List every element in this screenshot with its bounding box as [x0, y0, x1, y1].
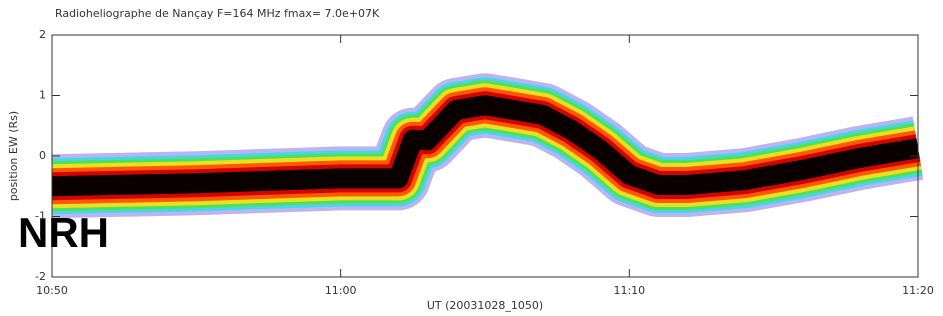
y-tick-label: -1	[35, 210, 46, 223]
y-tick-label: -2	[35, 270, 46, 283]
x-axis-label: UT (20031028_1050)	[427, 299, 543, 312]
chart: Radioheliographe de Nançay F=164 MHz fma…	[0, 0, 943, 316]
chart-title: Radioheliographe de Nançay F=164 MHz fma…	[55, 7, 380, 20]
x-tick-label: 11:00	[325, 284, 357, 297]
y-tick-label: 0	[39, 149, 46, 162]
y-axis-label: position EW (Rs)	[7, 111, 20, 201]
plot-area	[52, 105, 918, 186]
y-tick-label: 2	[39, 28, 46, 41]
x-tick-label: 10:50	[36, 284, 68, 297]
y-tick-label: 1	[39, 89, 46, 102]
annotation: NRH	[18, 209, 109, 256]
x-tick-label: 11:20	[902, 284, 934, 297]
x-tick-label: 11:10	[613, 284, 645, 297]
